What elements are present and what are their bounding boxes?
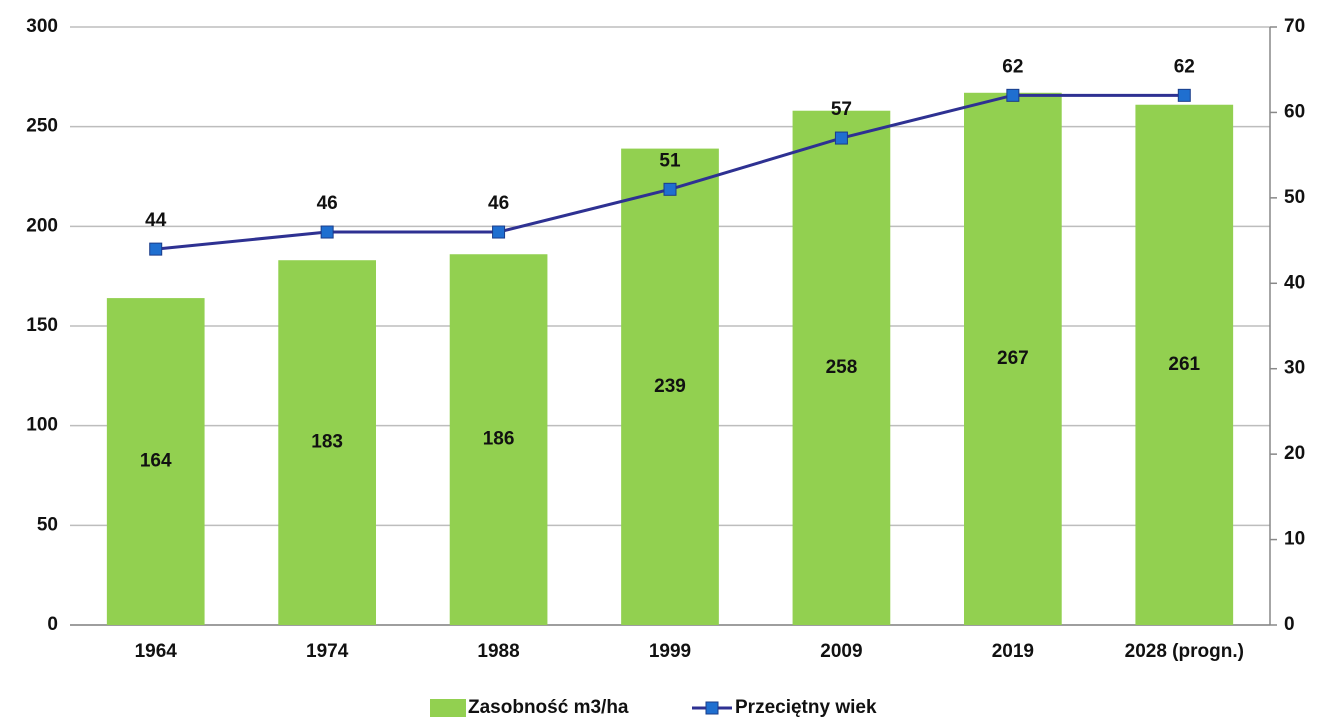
legend-swatch — [705, 701, 719, 715]
bar-value-label: 164 — [140, 451, 172, 472]
line-marker — [149, 242, 163, 256]
y-tick-label: 150 — [26, 315, 58, 336]
legend-label: Zasobność m3/ha — [468, 697, 629, 718]
x-tick-label: 1999 — [649, 641, 691, 662]
line-marker — [492, 225, 506, 239]
bar — [449, 254, 548, 626]
bar-value-label: 267 — [997, 348, 1029, 369]
bar-value-label: 239 — [654, 376, 686, 397]
line-value-label: 57 — [831, 99, 852, 120]
y2-tick-label: 70 — [1284, 16, 1305, 37]
bar — [792, 110, 891, 626]
line-marker — [663, 182, 677, 196]
bar — [278, 260, 376, 625]
y2-tick-label: 0 — [1284, 614, 1295, 635]
y-tick-label: 100 — [26, 415, 58, 436]
y-tick-label: 250 — [26, 116, 58, 137]
y2-tick-label: 50 — [1284, 187, 1305, 208]
y2-tick-label: 20 — [1284, 443, 1305, 464]
x-tick-label: 1974 — [306, 641, 349, 662]
x-tick-label: 1988 — [477, 641, 519, 662]
y-tick-label: 300 — [26, 16, 58, 37]
x-tick-label: 1964 — [135, 641, 178, 662]
legend-swatch — [430, 699, 466, 717]
bar — [621, 148, 719, 626]
legend-label: Przeciętny wiek — [735, 697, 877, 718]
line-value-label: 62 — [1174, 56, 1195, 77]
y2-tick-label: 40 — [1284, 272, 1305, 293]
x-tick-label: 2009 — [820, 641, 862, 662]
line-value-label: 46 — [488, 193, 509, 214]
y-tick-label: 0 — [47, 614, 58, 635]
y2-tick-label: 30 — [1284, 358, 1305, 379]
line-marker — [834, 131, 848, 145]
y2-tick-label: 10 — [1284, 529, 1305, 550]
y2-tick-label: 60 — [1284, 101, 1305, 122]
x-tick-label: 2019 — [992, 641, 1034, 662]
bar — [964, 92, 1062, 625]
line-value-label: 51 — [659, 150, 681, 171]
x-tick-label: 2028 (progn.) — [1125, 641, 1244, 662]
line-value-label: 46 — [317, 193, 338, 214]
bar — [1135, 104, 1234, 626]
bar — [106, 298, 205, 625]
line-marker — [320, 225, 334, 239]
line-value-label: 62 — [1002, 56, 1023, 77]
line-value-label: 44 — [145, 210, 167, 231]
line-marker — [1177, 88, 1191, 102]
line-marker — [1006, 88, 1020, 102]
bar-value-label: 261 — [1168, 354, 1200, 375]
bar-value-label: 186 — [483, 429, 515, 450]
y-tick-label: 200 — [26, 215, 58, 236]
bar-value-label: 183 — [311, 432, 343, 453]
bar-value-label: 258 — [826, 357, 858, 378]
y-tick-label: 50 — [37, 514, 58, 535]
